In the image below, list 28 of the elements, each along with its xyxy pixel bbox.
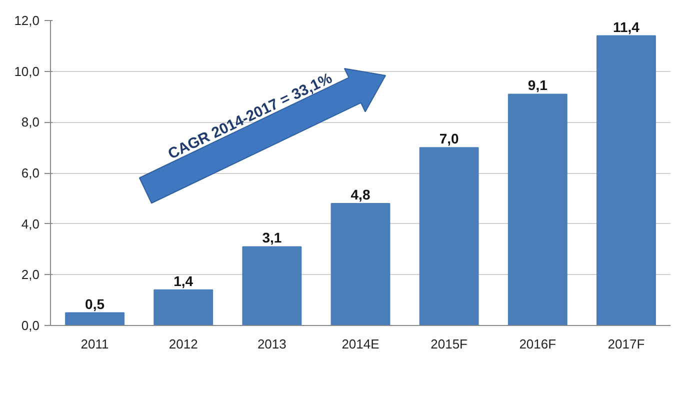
bar bbox=[596, 35, 656, 326]
bar bbox=[242, 246, 302, 326]
bar bbox=[419, 147, 479, 326]
y-tick-label: 10,0 bbox=[14, 64, 40, 79]
y-tick-label: 4,0 bbox=[21, 216, 40, 232]
y-tick-label: 0,0 bbox=[21, 318, 40, 333]
x-tick-label: 2011 bbox=[80, 336, 109, 352]
y-tick-label: 8,0 bbox=[21, 114, 40, 130]
x-tick-label: 2012 bbox=[168, 336, 198, 352]
x-tick-label: 2016F bbox=[519, 336, 556, 352]
data-label: 1,4 bbox=[174, 272, 194, 289]
y-tick-label: 2,0 bbox=[21, 267, 40, 282]
data-label: 9,1 bbox=[528, 77, 548, 94]
bar bbox=[154, 289, 214, 326]
bar bbox=[508, 94, 568, 326]
x-tick-label: 2014E bbox=[342, 336, 380, 352]
bar bbox=[330, 203, 390, 326]
y-tick-label: 6,0 bbox=[21, 166, 40, 180]
x-tick-label: 2017F bbox=[608, 336, 645, 352]
data-label: 3,1 bbox=[262, 230, 282, 246]
x-tick-label: 2015F bbox=[430, 336, 468, 352]
y-tick-label: 12,0 bbox=[14, 13, 40, 28]
data-label: 0,5 bbox=[85, 296, 105, 312]
bar bbox=[65, 312, 125, 326]
data-label: 11,4 bbox=[612, 18, 640, 35]
data-label: 4,8 bbox=[350, 186, 370, 202]
x-tick-label: 2013 bbox=[257, 336, 286, 352]
data-label: 7,0 bbox=[439, 130, 460, 147]
